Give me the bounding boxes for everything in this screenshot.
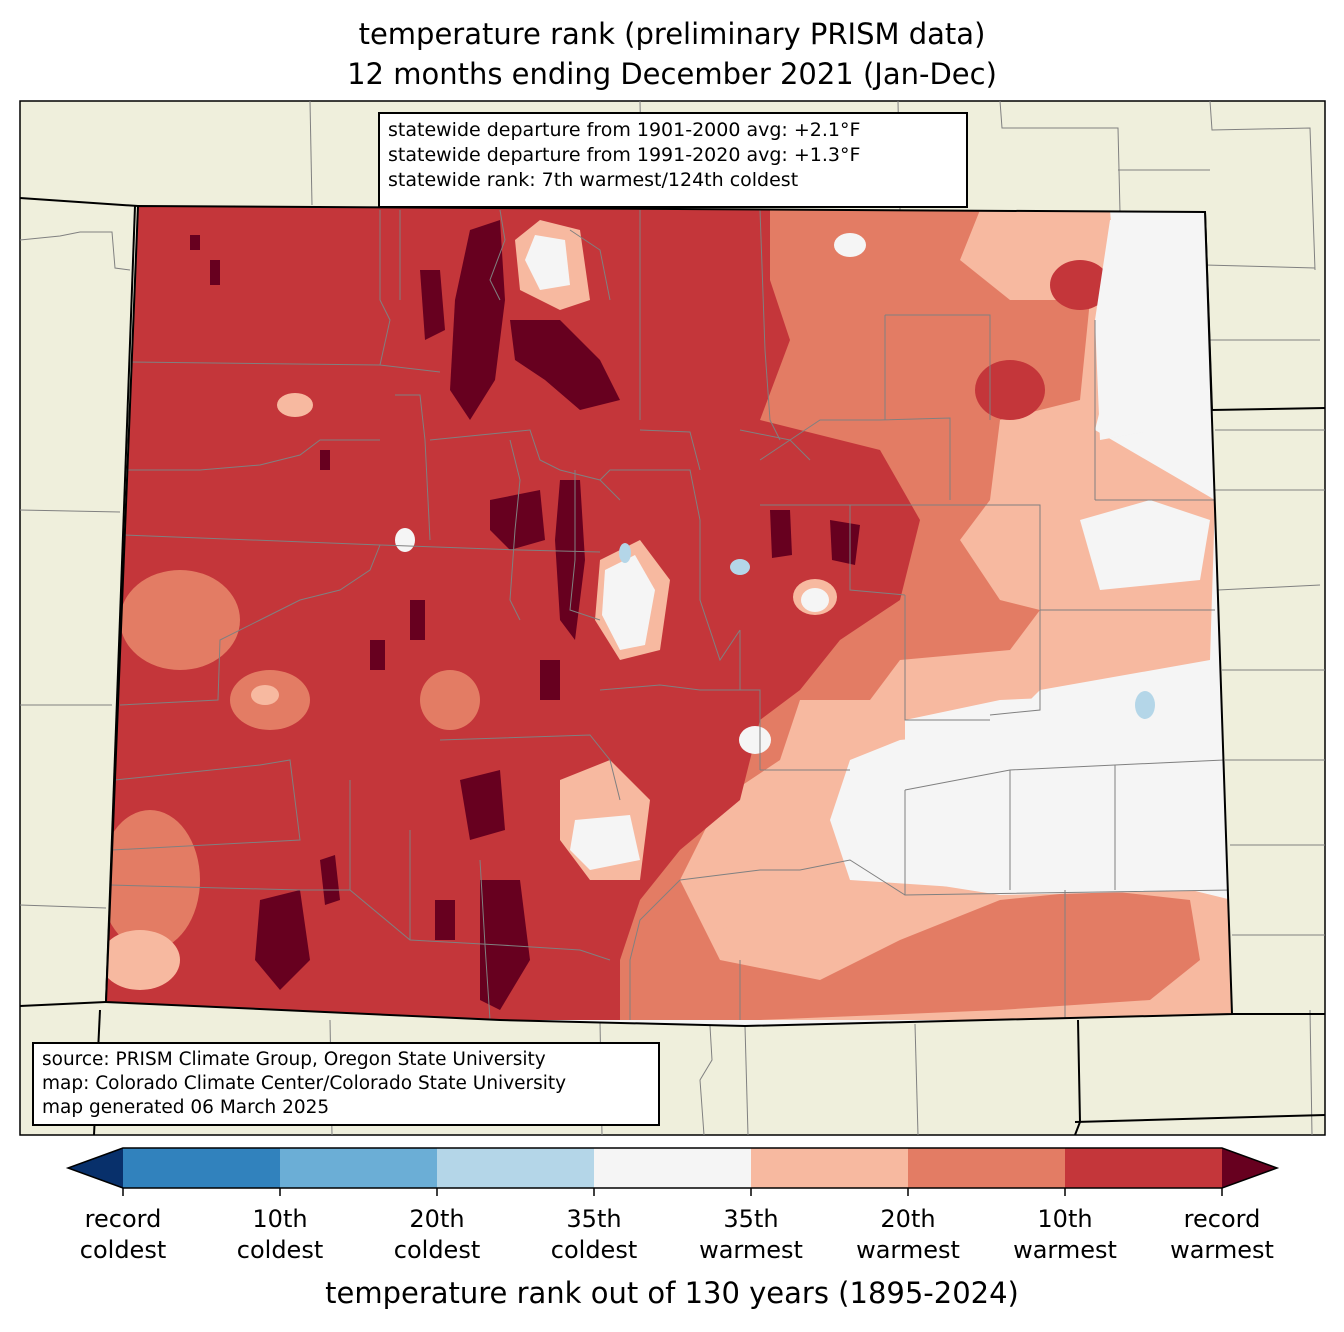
source-line-2: map: Colorado Climate Center/Colorado St… [42, 1073, 567, 1094]
statewide-stats-box: statewide departure from 1901-2000 avg: … [378, 112, 968, 208]
colorbar-segment-7 [1065, 1148, 1222, 1188]
colorbar-segment-6 [908, 1148, 1065, 1188]
colorbar-segment-1 [123, 1148, 280, 1188]
colorbar-label-20th-warmest: 20th warmest [856, 1205, 960, 1264]
colorbar-label-35th-warmest: 35th warmest [699, 1205, 803, 1264]
county-lines [109, 209, 1232, 1021]
stats-line-2: statewide departure from 1991-2020 avg: … [388, 144, 861, 166]
stats-line-3: statewide rank: 7th warmest/124th coldes… [388, 169, 799, 191]
colorbar-title: temperature rank out of 130 years (1895-… [325, 1276, 1019, 1310]
colorbar-label-10th-warmest: 10th warmest [1013, 1205, 1117, 1264]
map-title-line2: 12 months ending December 2021 (Jan-Dec) [347, 57, 997, 91]
colorbar-label-10th-coldest: 10th coldest [236, 1205, 324, 1264]
source-box: source: PRISM Climate Group, Oregon Stat… [32, 1042, 660, 1126]
source-line-1: source: PRISM Climate Group, Oregon Stat… [42, 1049, 546, 1070]
colorbar-segment-5 [751, 1148, 908, 1188]
colorbar-extend-warmest [1222, 1148, 1277, 1188]
colorbar-label-35th-coldest: 35th coldest [550, 1205, 638, 1264]
source-line-3: map generated 06 March 2025 [42, 1097, 330, 1118]
map-title-line1: temperature rank (preliminary PRISM data… [358, 17, 986, 51]
stats-line-1: statewide departure from 1901-2000 avg: … [388, 119, 861, 141]
colorbar [65, 1147, 1280, 1196]
colorbar-segment-3 [437, 1148, 594, 1188]
colorbar-segment-4 [594, 1148, 751, 1188]
colorbar-label-20th-coldest: 20th coldest [393, 1205, 481, 1264]
colorbar-label-record-coldest: record coldest [79, 1205, 167, 1264]
colorbar-segment-2 [280, 1148, 437, 1188]
colorado-outline [104, 204, 1234, 1028]
colorbar-label-record-warmest: record warmest [1170, 1205, 1274, 1264]
colorbar-extend-coldest [68, 1148, 123, 1188]
temperature-rank-field [106, 206, 1232, 1026]
